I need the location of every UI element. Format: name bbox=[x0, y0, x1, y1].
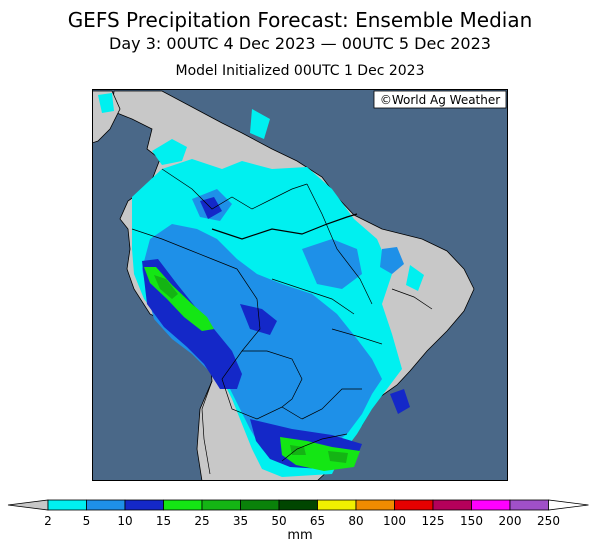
model-init-time: Model Initialized 00UTC 1 Dec 2023 bbox=[175, 63, 425, 79]
legend-tick-label: 100 bbox=[383, 514, 406, 528]
legend-tick-label: 10 bbox=[117, 514, 132, 528]
credit-label: ©World Ag Weather bbox=[373, 90, 507, 109]
forecast-period: Day 3: 00UTC 4 Dec 2023 — 00UTC 5 Dec 20… bbox=[109, 34, 491, 53]
legend-swatch bbox=[394, 499, 434, 511]
legend-swatch bbox=[317, 499, 357, 511]
legend-tick-label: 65 bbox=[310, 514, 325, 528]
legend-tick-label: 200 bbox=[499, 514, 522, 528]
legend-tick-label: 150 bbox=[460, 514, 483, 528]
legend-tick-label: 125 bbox=[422, 514, 445, 528]
legend-tick-label: 50 bbox=[271, 514, 286, 528]
map-title: GEFS Precipitation Forecast: Ensemble Me… bbox=[67, 8, 533, 32]
legend-swatch bbox=[509, 499, 549, 511]
legend-swatch bbox=[86, 499, 126, 511]
amazon-river bbox=[211, 213, 358, 240]
legend-tick-label: 35 bbox=[233, 514, 248, 528]
legend-swatch bbox=[201, 499, 241, 511]
political-borders bbox=[131, 168, 433, 475]
legend-tick-label: 25 bbox=[194, 514, 209, 528]
legend-swatch bbox=[432, 499, 472, 511]
legend-swatch bbox=[47, 499, 87, 511]
legend-tick-label: 250 bbox=[537, 514, 560, 528]
legend-tick-label: 15 bbox=[156, 514, 171, 528]
legend-swatch bbox=[240, 499, 280, 511]
precip-shading bbox=[98, 93, 424, 477]
map-frame bbox=[92, 89, 508, 481]
legend-tick-label: 80 bbox=[348, 514, 363, 528]
legend-tick-label: 2 bbox=[44, 514, 52, 528]
legend-swatch bbox=[163, 499, 203, 511]
legend-swatch bbox=[278, 499, 318, 511]
legend-tick-label: 5 bbox=[83, 514, 91, 528]
legend-arrow-low bbox=[7, 499, 49, 511]
legend-swatch bbox=[355, 499, 395, 511]
legend-swatch bbox=[124, 499, 164, 511]
legend-arrow-high bbox=[548, 499, 589, 511]
color-legend: 2 5 10 15 25 35 50 65 80 100 125 150 200 250 bbox=[7, 499, 589, 528]
precipitation-map: ©World Ag Weather bbox=[92, 89, 508, 481]
legend-swatch bbox=[471, 499, 511, 511]
legend-unit: mm bbox=[287, 528, 313, 543]
svg-text:©World Ag Weather: ©World Ag Weather bbox=[380, 93, 500, 107]
